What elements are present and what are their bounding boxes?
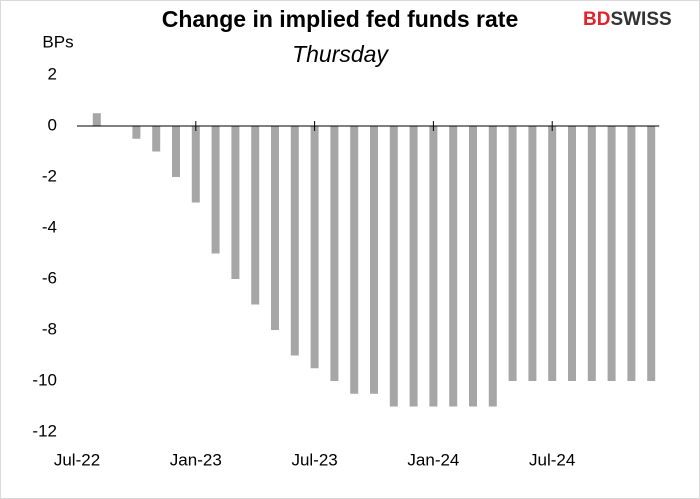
- x-tick-label: Jul-22: [54, 450, 100, 469]
- x-tick-label: Jul-23: [291, 450, 337, 469]
- x-tick-label: Jan-24: [407, 450, 459, 469]
- bar: [211, 126, 220, 254]
- logo: BDSWISS: [583, 9, 672, 30]
- bar: [409, 126, 418, 407]
- bar: [429, 126, 438, 407]
- bar: [389, 126, 398, 407]
- x-tick-label: Jul-24: [529, 450, 575, 469]
- bar: [607, 126, 616, 381]
- bar: [132, 126, 141, 139]
- bar: [191, 126, 200, 203]
- bar: [508, 126, 517, 381]
- bar: [231, 126, 240, 279]
- bar: [627, 126, 636, 381]
- bar: [330, 126, 339, 381]
- chart-title: Change in implied fed funds rate: [162, 6, 519, 32]
- bar: [469, 126, 477, 407]
- bar: [568, 126, 576, 381]
- y-tick-label: -8: [42, 319, 57, 338]
- bar: [290, 126, 299, 356]
- bar: [528, 126, 537, 381]
- bar: [548, 126, 557, 381]
- x-tick-label: Jan-23: [170, 450, 222, 469]
- bar: [488, 126, 497, 407]
- bar: [92, 113, 101, 126]
- y-tick-label: -2: [42, 166, 57, 185]
- y-axis-label: BPs: [42, 32, 73, 51]
- bar: [370, 126, 378, 394]
- bar: [271, 126, 279, 330]
- bar: [251, 126, 260, 305]
- y-tick-label: -4: [42, 217, 57, 236]
- logo-part: BD: [583, 9, 610, 30]
- bar: [587, 126, 596, 381]
- y-tick-label: 2: [48, 64, 57, 83]
- bar: [172, 126, 180, 177]
- logo-part: SWISS: [610, 9, 671, 30]
- bar: [152, 126, 161, 152]
- y-tick-label: -6: [42, 268, 57, 287]
- chart-subtitle: Thursday: [292, 41, 389, 67]
- bar: [449, 126, 458, 407]
- y-tick-label: -10: [32, 370, 57, 389]
- bar: [647, 126, 656, 381]
- bar: [350, 126, 359, 394]
- y-tick-label: -12: [32, 421, 57, 440]
- bar: [310, 126, 319, 369]
- y-tick-label: 0: [48, 115, 57, 134]
